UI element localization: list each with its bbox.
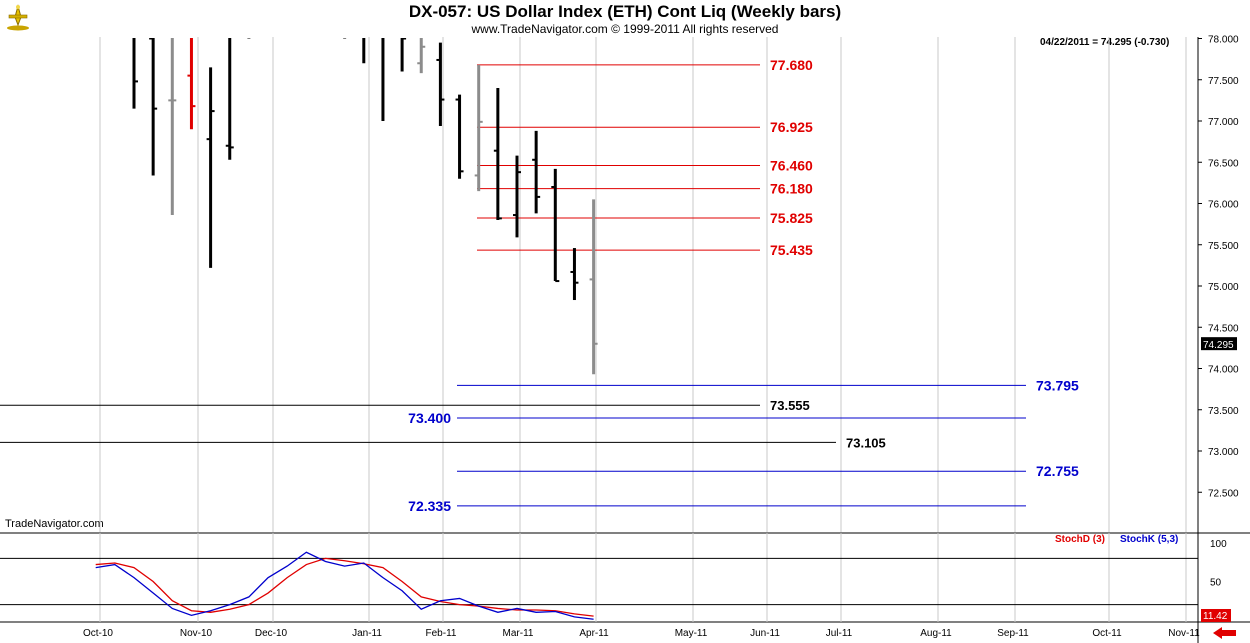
scroll-arrow-tail: [1222, 630, 1236, 636]
y-tick-label: 76.500: [1208, 158, 1239, 169]
osc-y-tick-label: 100: [1210, 539, 1227, 550]
scroll-arrow-icon: [1213, 627, 1222, 639]
x-tick-label: Oct-10: [83, 628, 113, 639]
x-tick-label: Feb-11: [426, 628, 457, 639]
y-tick-label: 72.500: [1208, 488, 1239, 499]
legend-entry: StochK (5,3): [1120, 534, 1178, 545]
x-tick-label: Nov-10: [180, 628, 213, 639]
level-label: 75.435: [770, 242, 813, 258]
chart-title: DX-057: US Dollar Index (ETH) Cont Liq (…: [408, 2, 842, 21]
y-tick-label: 77.000: [1208, 117, 1239, 128]
legend-entry: StochD (3): [1055, 534, 1105, 545]
level-label: 72.755: [1036, 463, 1079, 479]
y-tick-label: 75.000: [1208, 282, 1239, 293]
x-tick-label: Jun-11: [750, 628, 780, 639]
osc-series-line: [95, 551, 594, 620]
level-label: 73.105: [846, 435, 886, 450]
level-label: 77.680: [770, 57, 813, 73]
y-tick-label: 73.000: [1208, 447, 1239, 458]
x-tick-label: Jan-11: [352, 628, 382, 639]
osc-current-label: 11.42: [1203, 611, 1228, 622]
level-label: 73.555: [770, 398, 810, 413]
y-tick-label: 73.500: [1208, 406, 1239, 417]
y-tick-label: 77.500: [1208, 76, 1239, 87]
logo-icon: [7, 4, 29, 31]
osc-current-box: [1201, 609, 1231, 622]
x-tick-label: May-11: [675, 628, 708, 639]
x-tick-label: Jul-11: [826, 628, 853, 639]
level-label: 76.180: [770, 181, 813, 197]
level-label: 75.825: [770, 210, 813, 226]
price-bars: [132, 38, 598, 375]
level-label: 76.925: [770, 119, 813, 135]
x-tick-label: Sep-11: [997, 628, 1029, 639]
x-tick-label: Aug-11: [920, 628, 952, 639]
level-label: 73.795: [1036, 377, 1079, 393]
y-tick-label: 75.500: [1208, 241, 1239, 252]
level-label: 72.335: [408, 498, 451, 514]
x-tick-label: Dec-10: [255, 628, 288, 639]
y-tick-label: 74.000: [1208, 365, 1239, 376]
y-tick-label: 76.000: [1208, 200, 1239, 211]
x-tick-label: Mar-11: [503, 628, 534, 639]
x-tick-label: Oct-11: [1092, 628, 1122, 639]
y-tick-label: 74.500: [1208, 323, 1239, 334]
x-tick-label: Apr-11: [579, 628, 609, 639]
y-tick-label: 78.000: [1208, 35, 1239, 46]
current-price-label: 74.295: [1203, 340, 1234, 351]
current-price-box: [1201, 337, 1237, 351]
level-label: 76.460: [770, 158, 813, 174]
osc-y-tick-label: 50: [1210, 578, 1222, 589]
price-readout: 04/22/2011 = 74.295 (-0.730): [1040, 37, 1170, 48]
x-tick-label: Nov-11: [1168, 628, 1200, 639]
level-label: 73.400: [408, 410, 451, 426]
chart-subtitle: www.TradeNavigator.com © 1999-2011 All r…: [471, 22, 779, 36]
watermark-text: TradeNavigator.com: [5, 518, 104, 530]
